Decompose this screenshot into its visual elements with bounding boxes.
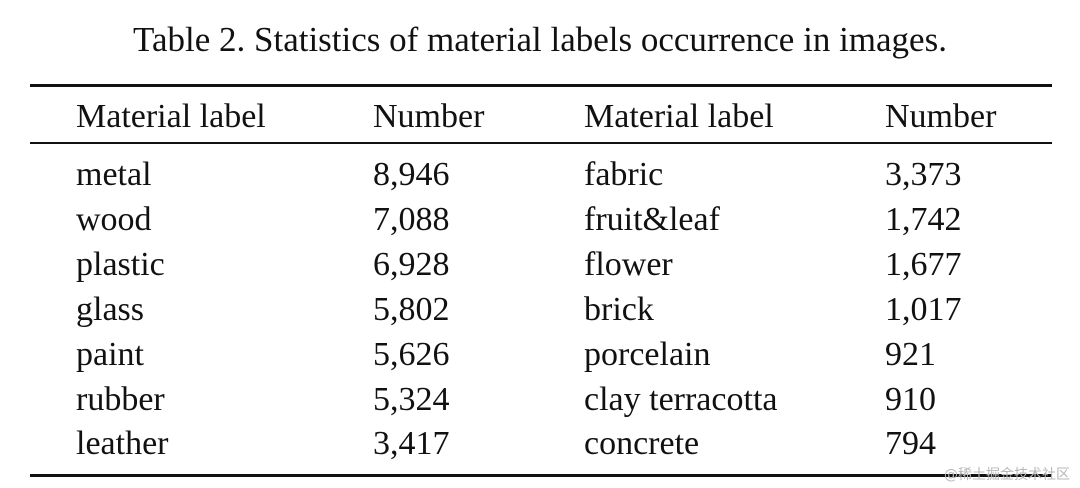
table-caption: Table 2. Statistics of material labels o… [133,20,947,59]
table-cell: 5,802 [373,291,450,328]
table-cell: rubber [76,381,165,418]
table-cell: 6,928 [373,246,450,283]
table-cell: 5,626 [373,336,450,373]
header-number-right: Number [885,98,997,135]
table-cell: 1,017 [885,291,962,328]
table-cell: 910 [885,381,936,418]
table-cell: wood [76,201,152,238]
bottom-rule [30,474,1052,477]
table-cell: 3,417 [373,425,450,462]
table-cell: 5,324 [373,381,450,418]
table-cell: 921 [885,336,936,373]
table-cell: fruit&leaf [584,201,720,238]
table-cell: 7,088 [373,201,450,238]
table-cell: glass [76,291,144,328]
table-cell: 1,742 [885,201,962,238]
table-cell: porcelain [584,336,711,373]
table-cell: 794 [885,425,936,462]
table-cell: flower [584,246,673,283]
table-cell: clay terracotta [584,381,778,418]
header-material-label-right: Material label [584,98,774,135]
table-cell: brick [584,291,654,328]
table-cell: fabric [584,156,664,193]
header-material-label-left: Material label [76,98,266,135]
table-cell: concrete [584,425,700,462]
top-rule [30,84,1052,87]
table-cell: plastic [76,246,165,283]
table-cell: leather [76,425,169,462]
watermark: @稀土掘金技术社区 [944,467,1070,483]
header-number-left: Number [373,98,485,135]
table-cell: metal [76,156,152,193]
table-cell: paint [76,336,144,373]
table-cell: 1,677 [885,246,962,283]
header-rule [30,142,1052,144]
table-cell: 8,946 [373,156,450,193]
table-cell: 3,373 [885,156,962,193]
